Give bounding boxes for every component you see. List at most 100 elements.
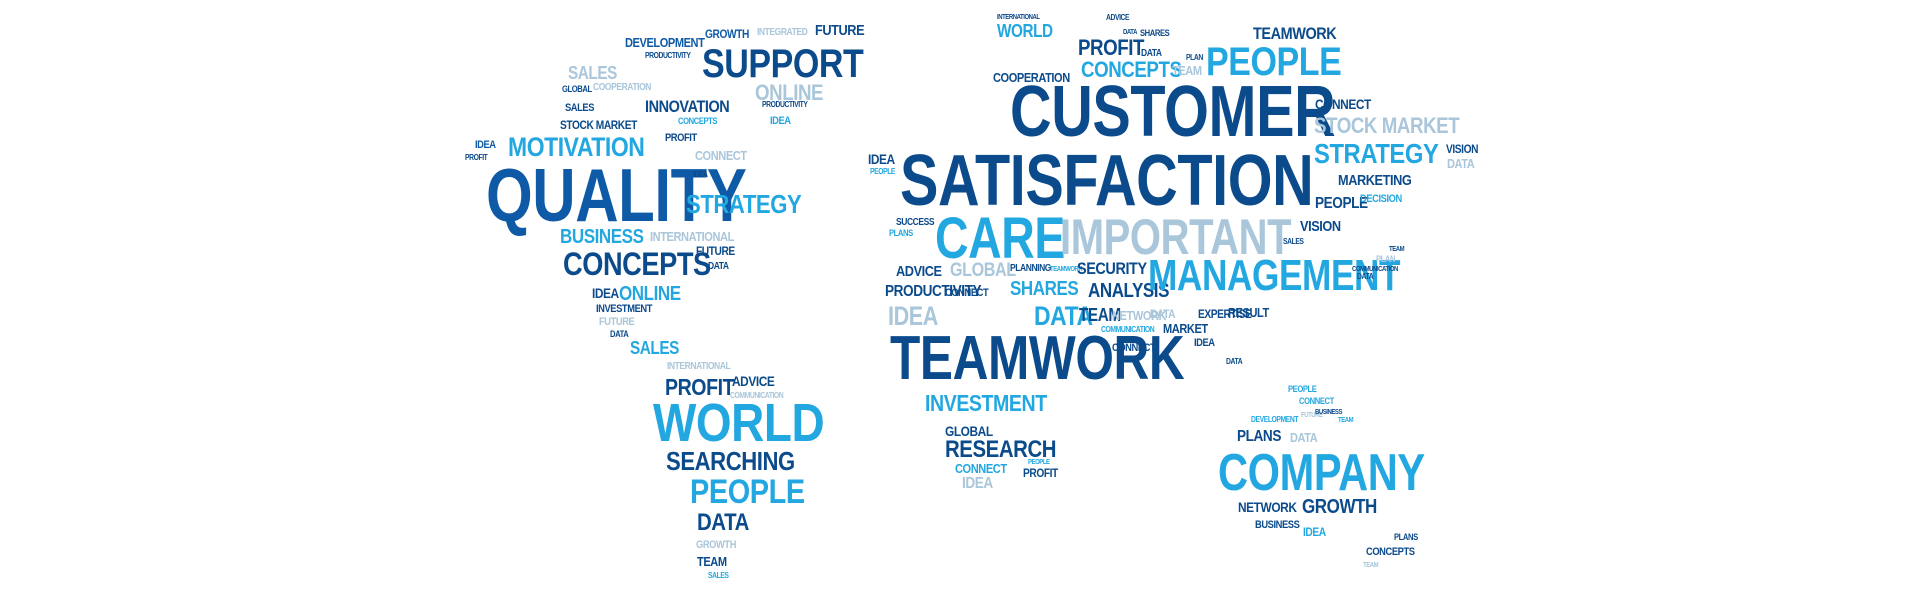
word-europe-africa-21: SHARES xyxy=(1010,278,1079,300)
word-asia-13: PEOPLE xyxy=(1315,195,1368,212)
word-europe-africa-11: PLANS xyxy=(889,228,913,238)
word-oceania-10: GROWTH xyxy=(1302,496,1377,518)
word-north-america-24: BUSINESS xyxy=(560,226,644,248)
word-oceania-8: COMPANY xyxy=(1218,444,1425,502)
word-asia-9: STRATEGY xyxy=(1314,138,1439,169)
word-asia-18: PLAN xyxy=(1376,254,1396,264)
word-north-america-27: FUTURE xyxy=(696,244,735,258)
word-europe-africa-34: RESEARCH xyxy=(945,436,1057,463)
word-asia-7: CONNECT xyxy=(1315,96,1371,112)
word-asia-16: SALES xyxy=(1283,237,1304,246)
word-europe-africa-18: SECURITY xyxy=(1077,259,1147,278)
word-north-america-21: QUALITY xyxy=(486,153,747,237)
word-south-america-1: PROFIT xyxy=(665,374,735,400)
word-north-america-33: DATA xyxy=(610,329,629,339)
word-europe-africa-20: CONNECT xyxy=(945,287,989,299)
word-europe-africa-32: INVESTMENT xyxy=(925,390,1047,416)
word-europe-africa-1: WORLD xyxy=(997,21,1053,41)
word-south-america-2: ADVICE xyxy=(732,373,775,389)
word-north-america-18: IDEA xyxy=(475,139,496,151)
word-north-america-25: INTERNATIONAL xyxy=(650,229,734,244)
word-europe-africa-2: PROFIT xyxy=(1078,35,1145,60)
word-oceania-2: FUTURE xyxy=(1301,412,1323,419)
word-north-america-28: DATA xyxy=(708,261,729,272)
word-europe-africa-12: CARE xyxy=(935,206,1065,271)
word-asia-5: TEAMWORK xyxy=(1253,24,1337,43)
word-europe-africa-8: PEOPLE xyxy=(870,167,896,176)
word-north-america-3: FUTURE xyxy=(815,22,865,39)
word-europe-africa-14: ADVICE xyxy=(896,263,942,280)
word-europe-africa-33: GLOBAL xyxy=(945,423,993,439)
word-north-america-20: PROFIT xyxy=(465,153,488,162)
word-oceania-3: DEVELOPMENT xyxy=(1251,415,1299,424)
word-north-america-11: SALES xyxy=(565,102,595,114)
word-europe-africa-28: DATA xyxy=(1150,307,1176,321)
word-south-america-0: INTERNATIONAL xyxy=(667,361,731,372)
word-oceania-13: PLANS xyxy=(1394,532,1418,542)
word-europe-africa-9: SATISFACTION xyxy=(900,141,1314,221)
word-oceania-11: BUSINESS xyxy=(1255,519,1300,531)
word-europe-africa-38: IDEA xyxy=(962,475,993,492)
word-europe-africa-7: IDEA xyxy=(868,151,895,167)
word-north-america-6: SALES xyxy=(568,63,617,83)
word-south-america-5: SEARCHING xyxy=(666,446,795,476)
word-oceania-6: PLANS xyxy=(1237,428,1281,445)
word-north-america-1: GROWTH xyxy=(705,27,749,41)
word-north-america-10: INNOVATION xyxy=(645,97,730,116)
word-oceania-4: BUSINESS xyxy=(1315,409,1343,416)
word-north-america-34: SALES xyxy=(630,338,679,358)
word-europe-africa-19: PRODUCTIVITY xyxy=(885,283,982,300)
word-europe-africa-23: MANAGEMENT xyxy=(1148,251,1401,300)
word-oceania-12: IDEA xyxy=(1303,525,1326,539)
word-north-america-4: PRODUCTIVITY xyxy=(645,51,691,60)
word-asia-19: COMMUNICATION xyxy=(1352,266,1398,273)
word-asia-22: MARKET xyxy=(1163,321,1208,336)
word-europe-africa-36: PEOPLE xyxy=(1028,459,1050,466)
word-europe-africa-25: DATA xyxy=(1034,301,1093,331)
word-oceania-7: DATA xyxy=(1290,430,1318,445)
word-oceania-14: CONCEPTS xyxy=(1366,546,1415,558)
word-asia-2: SHARES xyxy=(1140,28,1170,38)
word-europe-africa-24: IDEA xyxy=(888,301,939,331)
word-south-america-8: GROWTH xyxy=(696,539,737,551)
word-north-america-30: ONLINE xyxy=(619,283,681,305)
word-asia-8: STOCK MARKET xyxy=(1314,113,1460,138)
word-south-america-7: DATA xyxy=(697,509,749,536)
word-europe-africa-26: TEAM xyxy=(1079,305,1121,325)
word-south-america-9: TEAM xyxy=(697,554,727,569)
word-asia-1: DATA xyxy=(1123,29,1137,36)
word-asia-10: VISION xyxy=(1446,142,1479,156)
word-north-america-19: MOTIVATION xyxy=(508,132,645,162)
word-europe-africa-29: EXPERTISE xyxy=(1198,307,1252,321)
word-oceania-0: PEOPLE xyxy=(1288,384,1317,394)
word-north-america-14: CONCEPTS xyxy=(678,116,718,126)
word-north-america-17: CONNECT xyxy=(695,148,747,163)
word-europe-africa-17: TEAMWORK xyxy=(1050,266,1083,273)
word-north-america-7: ONLINE xyxy=(755,80,824,105)
word-asia-25: DATA xyxy=(1226,357,1243,366)
word-asia-3: PLAN xyxy=(1186,53,1203,62)
word-europe-africa-31: TEAMWORK xyxy=(890,324,1185,393)
word-north-america-26: CONCEPTS xyxy=(563,246,711,282)
word-europe-africa-30: RESULT xyxy=(1228,305,1269,320)
word-europe-africa-37: PROFIT xyxy=(1023,466,1058,480)
word-north-america-31: INVESTMENT xyxy=(596,303,653,315)
word-europe-africa-5: COOPERATION xyxy=(993,70,1070,85)
word-north-america-13: STOCK MARKET xyxy=(560,118,637,132)
word-asia-20: DATA xyxy=(1357,272,1374,281)
word-asia-15: VISION xyxy=(1300,218,1341,235)
word-oceania-1: CONNECT xyxy=(1299,396,1334,406)
word-europe-africa-22: ANALYSIS xyxy=(1088,280,1170,302)
word-europe-africa-15: GLOBAL xyxy=(950,260,1016,281)
word-asia-4: TEAM xyxy=(1172,63,1202,78)
word-north-america-8: GLOBAL xyxy=(562,84,592,94)
word-south-america-3: COMMUNICATION xyxy=(730,391,784,400)
word-asia-14: DECISION xyxy=(1360,193,1402,205)
word-north-america-0: DEVELOPMENT xyxy=(625,35,705,50)
word-asia-11: DATA xyxy=(1447,156,1475,171)
word-north-america-22: IDEA xyxy=(693,170,708,179)
word-north-america-16: PROFIT xyxy=(665,132,697,144)
word-europe-africa-4: CONCEPTS xyxy=(1081,57,1182,82)
word-asia-23: IDEA xyxy=(1194,337,1215,349)
word-europe-africa-10: SUCCESS xyxy=(896,217,935,228)
